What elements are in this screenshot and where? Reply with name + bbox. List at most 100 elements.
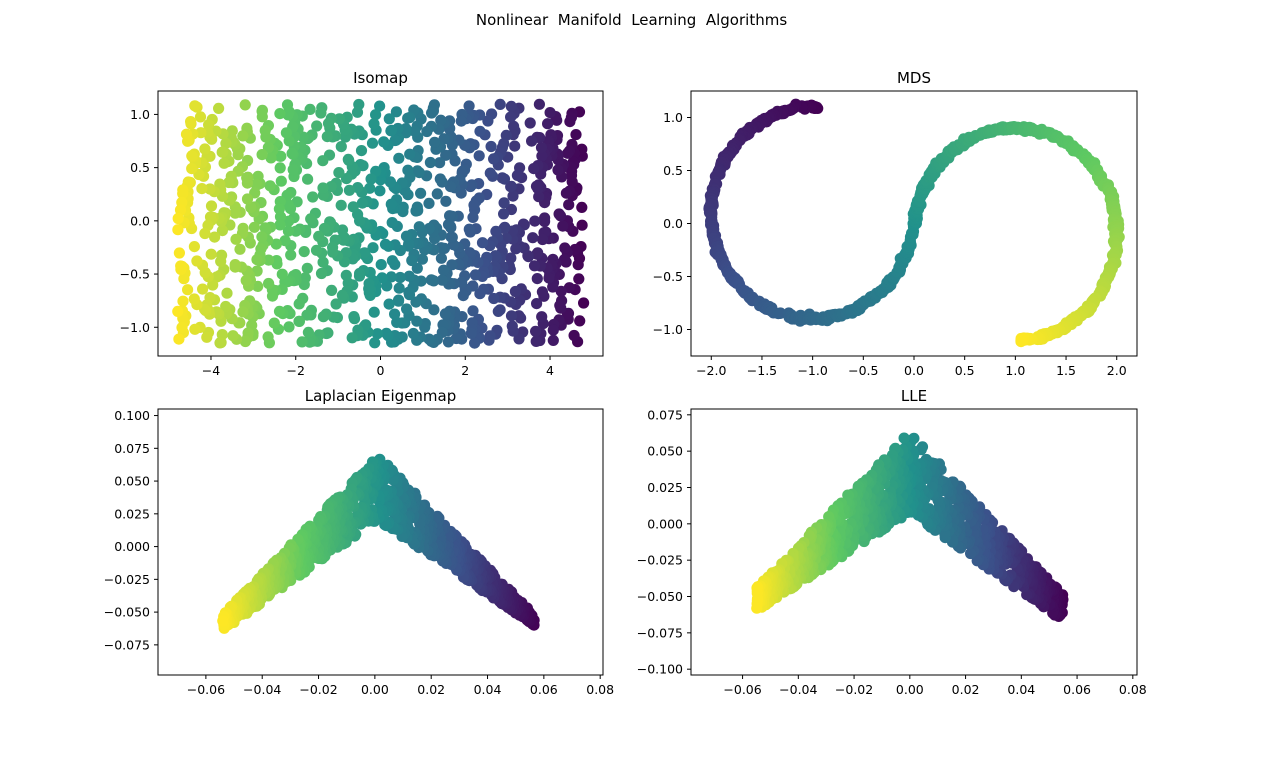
x-tick-label: 2 xyxy=(461,363,469,378)
y-tick-label: 0.025 xyxy=(647,480,683,495)
scatter-point xyxy=(283,321,295,333)
scatter-point xyxy=(177,188,189,200)
scatter-point xyxy=(469,269,481,281)
scatter-point xyxy=(402,164,414,176)
y-tick-label: 0.0 xyxy=(130,213,150,228)
scatter-point xyxy=(321,131,333,143)
figure-title: Nonlinear Manifold Learning Algorithms xyxy=(475,11,788,29)
scatter-point xyxy=(553,208,565,220)
y-tick-label: 0.0 xyxy=(663,216,683,231)
scatter-point xyxy=(317,256,329,268)
scatter-point xyxy=(374,100,386,112)
scatter-point xyxy=(229,207,241,219)
y-tick-label: −0.075 xyxy=(637,625,683,640)
scatter-point xyxy=(263,277,275,290)
scatter-point xyxy=(444,181,457,193)
scatter-point xyxy=(355,145,368,157)
scatter-point xyxy=(547,334,559,346)
scatter-point xyxy=(505,111,517,123)
scatter-point xyxy=(286,147,298,159)
x-tick-label: −2.0 xyxy=(696,363,726,378)
scatter-point xyxy=(528,163,540,175)
scatter-point xyxy=(172,224,184,236)
scatter-point xyxy=(431,188,443,200)
scatter-point xyxy=(363,283,375,295)
scatter-point xyxy=(262,141,274,153)
scatter-point xyxy=(440,195,452,207)
y-tick-label: 0.075 xyxy=(647,407,683,422)
scatter-point xyxy=(262,331,274,343)
scatter-point xyxy=(423,197,435,209)
y-tick-label: 0.075 xyxy=(114,441,150,456)
scatter-point xyxy=(1015,336,1027,348)
scatter-point xyxy=(483,334,495,346)
scatter-point xyxy=(421,125,433,138)
scatter-point xyxy=(185,116,197,128)
scatter-point xyxy=(191,255,203,267)
scatter-point xyxy=(287,164,299,176)
scatter-point xyxy=(434,173,446,185)
scatter-point xyxy=(214,337,226,349)
scatter-point xyxy=(488,292,500,305)
scatter-point xyxy=(315,107,327,119)
scatter-point xyxy=(533,98,546,110)
x-tick-label: −1.0 xyxy=(797,363,827,378)
y-tick-label: 1.0 xyxy=(663,110,683,125)
scatter-point xyxy=(507,120,520,132)
x-tick-label: 0.08 xyxy=(1119,682,1147,697)
y-tick-label: 0.5 xyxy=(130,160,150,175)
scatter-point xyxy=(537,233,549,246)
scatter-point xyxy=(474,125,486,137)
x-tick-label: −0.5 xyxy=(848,363,878,378)
axes-frame xyxy=(157,408,604,676)
scatter-point xyxy=(301,309,313,321)
scatter-point xyxy=(175,260,187,272)
scatter-point xyxy=(356,197,368,209)
scatter-point xyxy=(259,222,271,234)
scatter-point xyxy=(428,304,440,316)
y-tick-label: −0.075 xyxy=(104,637,150,652)
scatter-point xyxy=(241,193,254,205)
scatter-point xyxy=(274,219,286,231)
scatter-point xyxy=(307,191,319,203)
scatter-point xyxy=(347,201,359,213)
scatter-point xyxy=(176,322,188,334)
scatter-point xyxy=(498,208,510,220)
scatter-point xyxy=(368,306,380,318)
scatter-point xyxy=(239,99,251,111)
y-tick-label: −0.025 xyxy=(637,553,683,568)
scatter-point xyxy=(400,230,413,242)
scatter-point xyxy=(379,238,392,250)
scatter-point xyxy=(375,259,387,271)
scatter-point xyxy=(385,271,397,283)
scatter-point xyxy=(529,215,541,227)
scatter-point xyxy=(490,225,502,237)
scatter-point xyxy=(366,137,379,149)
y-tick-label: 0.050 xyxy=(114,474,150,489)
scatter-point xyxy=(353,270,366,282)
scatter-point xyxy=(205,248,217,260)
scatter-point xyxy=(298,246,310,258)
scatter-point xyxy=(560,187,573,199)
scatter-point xyxy=(578,297,590,309)
scatter-point xyxy=(435,252,447,264)
x-tick-label: −0.06 xyxy=(187,682,225,697)
scatter-point xyxy=(370,109,382,121)
scatter-point xyxy=(311,120,323,132)
scatter-point xyxy=(544,107,556,119)
x-tick-label: −4 xyxy=(202,363,220,378)
scatter-point xyxy=(393,152,405,164)
scatter-point xyxy=(365,173,377,185)
axes-frame xyxy=(690,408,1138,676)
scatter-point xyxy=(439,308,451,320)
scatter-point xyxy=(386,217,398,229)
scatter-point xyxy=(510,243,522,255)
scatter-point xyxy=(194,111,207,123)
scatter-point xyxy=(280,127,292,139)
scatter-point xyxy=(207,279,219,291)
scatter-point xyxy=(506,320,518,332)
scatter-point xyxy=(445,231,457,243)
scatter-point xyxy=(172,212,184,225)
scatter-point xyxy=(346,332,358,344)
